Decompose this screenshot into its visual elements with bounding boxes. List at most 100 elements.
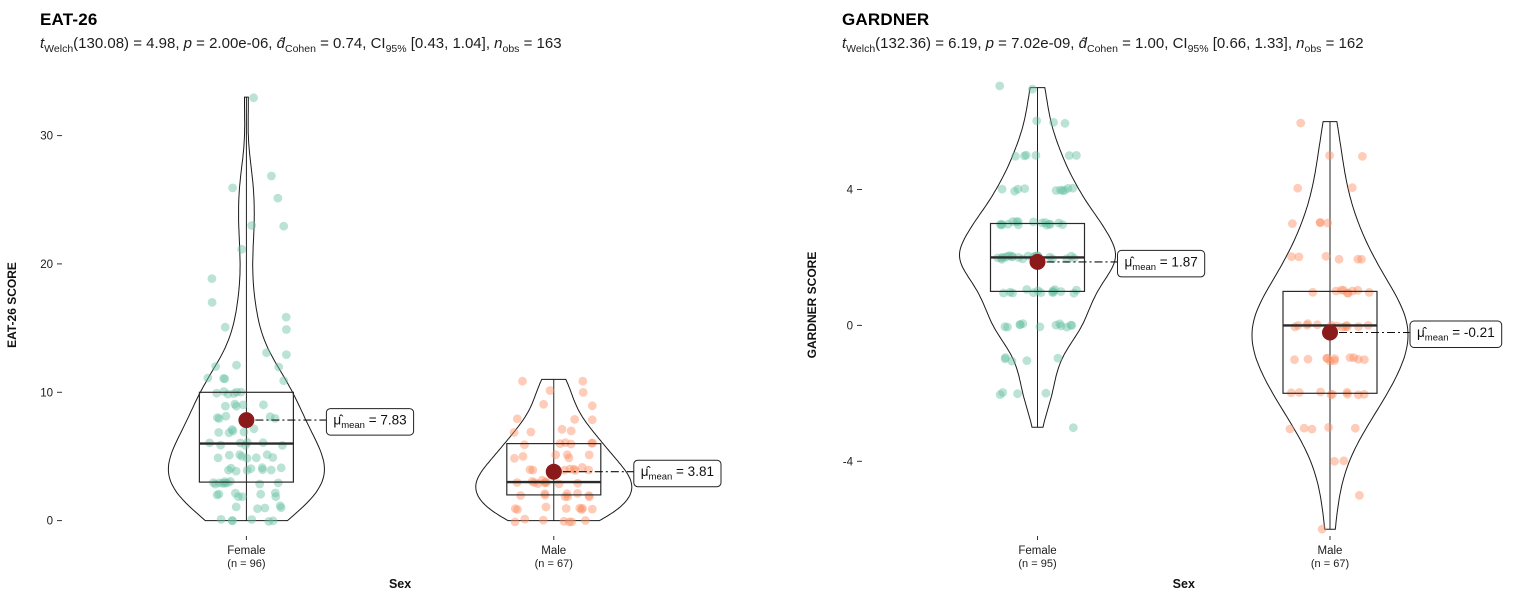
data-point (569, 464, 579, 474)
data-point (258, 465, 267, 475)
boxplot-box (198, 391, 294, 483)
data-point (1060, 186, 1070, 195)
data-point (1287, 252, 1296, 262)
data-point (1322, 354, 1332, 363)
data-point (1040, 218, 1050, 228)
data-point (1021, 150, 1031, 160)
data-point (242, 466, 252, 475)
data-point (229, 389, 239, 399)
data-point (1330, 356, 1339, 366)
data-point (1325, 151, 1334, 161)
data-point (1056, 321, 1066, 331)
data-point (587, 504, 597, 514)
data-point (561, 504, 571, 514)
data-point (1303, 354, 1313, 364)
x-category-label: Male (1318, 545, 1343, 557)
mean-label-box (1117, 250, 1206, 278)
data-point (227, 425, 237, 435)
data-point (231, 502, 241, 512)
data-point (1321, 252, 1331, 261)
data-point (562, 489, 572, 499)
data-point (274, 362, 284, 372)
data-point (231, 466, 241, 476)
data-point (540, 489, 550, 499)
data-point (584, 450, 594, 460)
data-point (1342, 388, 1352, 397)
data-point (228, 426, 238, 436)
mean-label-text: μ̂mean = -0.21 (1417, 325, 1495, 344)
data-point (526, 427, 536, 437)
data-point (545, 386, 555, 396)
data-point (564, 517, 574, 527)
x-category-n: (n = 96) (227, 558, 265, 570)
data-point (510, 504, 520, 514)
data-point (1334, 255, 1344, 264)
data-point (1049, 118, 1058, 127)
data-point (1010, 186, 1019, 196)
data-point (567, 517, 577, 527)
data-point (1000, 354, 1010, 364)
data-point (1033, 286, 1043, 296)
data-point (1013, 220, 1023, 230)
data-point (1339, 456, 1349, 466)
data-point (1294, 388, 1304, 398)
data-point (267, 171, 276, 181)
data-point (577, 463, 587, 472)
data-point (1032, 116, 1042, 126)
data-point (510, 517, 520, 527)
x-category-n: (n = 67) (535, 558, 573, 570)
data-point (541, 502, 551, 512)
data-point (998, 220, 1007, 230)
violin-outline (1251, 121, 1409, 530)
data-point (256, 489, 266, 499)
data-point (211, 362, 221, 372)
panel-eat26: EAT-26 tWelch(130.08) = 4.98, p = 2.00e-… (0, 0, 767, 605)
data-point (214, 428, 224, 437)
data-point (564, 453, 574, 463)
data-point (235, 450, 245, 460)
data-point (1053, 353, 1063, 363)
data-point (1315, 218, 1325, 228)
data-point (998, 388, 1008, 398)
data-point (1003, 322, 1012, 332)
data-point (1294, 252, 1304, 262)
data-point (1003, 219, 1013, 229)
violin-outline (475, 379, 633, 522)
data-point (212, 490, 222, 500)
mean-label-box (1409, 320, 1503, 349)
violin-outline (958, 87, 1117, 428)
data-point (1330, 457, 1339, 466)
data-point (1350, 423, 1360, 433)
data-point (246, 464, 256, 474)
data-point (1031, 151, 1041, 160)
data-point (1064, 151, 1074, 161)
data-point (1037, 218, 1047, 228)
data-point (1048, 288, 1057, 297)
data-point (239, 427, 249, 437)
panel-gardner: GARDNER tWelch(132.36) = 6.19, p = 7.02e… (767, 0, 1534, 605)
data-point (1328, 389, 1337, 399)
data-point (231, 488, 240, 498)
data-point (1288, 219, 1297, 229)
data-point (995, 390, 1005, 400)
data-point (1007, 356, 1017, 366)
data-point (1325, 356, 1335, 366)
data-point (275, 501, 285, 511)
data-point (226, 463, 236, 473)
data-point (257, 463, 267, 473)
data-point (1353, 286, 1363, 295)
mean-point (545, 463, 562, 480)
data-point (216, 440, 226, 450)
data-point (1343, 288, 1353, 298)
y-tick-label: 0 (47, 516, 53, 528)
data-point (1337, 285, 1346, 295)
data-point (1044, 219, 1054, 229)
data-point (1324, 423, 1333, 432)
data-point (224, 428, 234, 438)
data-point (1008, 288, 1017, 298)
data-point (1315, 218, 1325, 228)
data-point (509, 428, 519, 437)
data-point (221, 411, 231, 421)
data-point (1045, 220, 1055, 229)
